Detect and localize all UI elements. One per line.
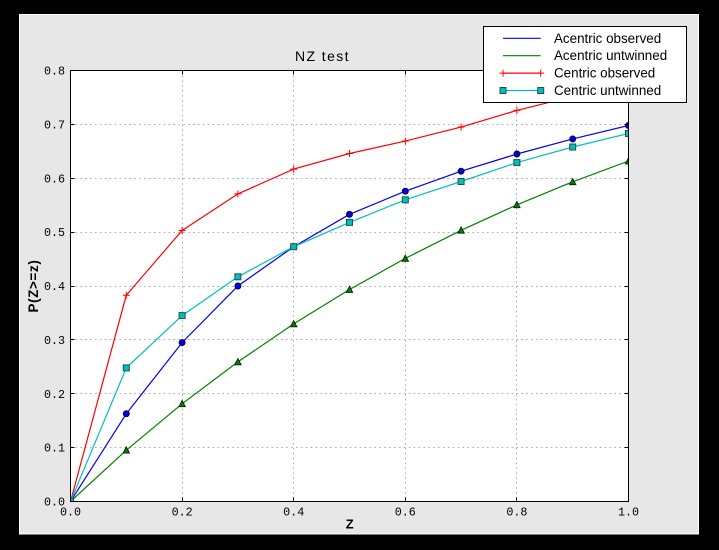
svg-text:0.8: 0.8 [44, 65, 65, 79]
svg-text:0.2: 0.2 [172, 506, 193, 520]
svg-text:Centric observed: Centric observed [554, 66, 655, 81]
svg-text:0.7: 0.7 [44, 119, 65, 133]
svg-text:P(Z>=z): P(Z>=z) [26, 260, 41, 313]
svg-text:0.1: 0.1 [44, 442, 65, 456]
svg-text:0.3: 0.3 [44, 334, 65, 348]
svg-text:0.6: 0.6 [44, 172, 65, 186]
svg-text:NZ test: NZ test [295, 48, 350, 64]
svg-text:Z: Z [346, 517, 354, 532]
svg-text:Centric untwinned: Centric untwinned [554, 83, 661, 98]
svg-text:0.5: 0.5 [44, 226, 65, 240]
svg-text:0.8: 0.8 [506, 506, 527, 520]
svg-text:0.2: 0.2 [44, 388, 65, 402]
svg-text:0.4: 0.4 [283, 506, 304, 520]
svg-text:Acentric observed: Acentric observed [554, 31, 661, 46]
svg-text:Acentric untwinned: Acentric untwinned [554, 48, 667, 63]
svg-text:0.6: 0.6 [395, 506, 416, 520]
svg-text:0.4: 0.4 [44, 280, 65, 294]
svg-text:0.0: 0.0 [44, 496, 65, 510]
svg-text:0.0: 0.0 [60, 506, 81, 520]
svg-text:1.0: 1.0 [618, 506, 639, 520]
